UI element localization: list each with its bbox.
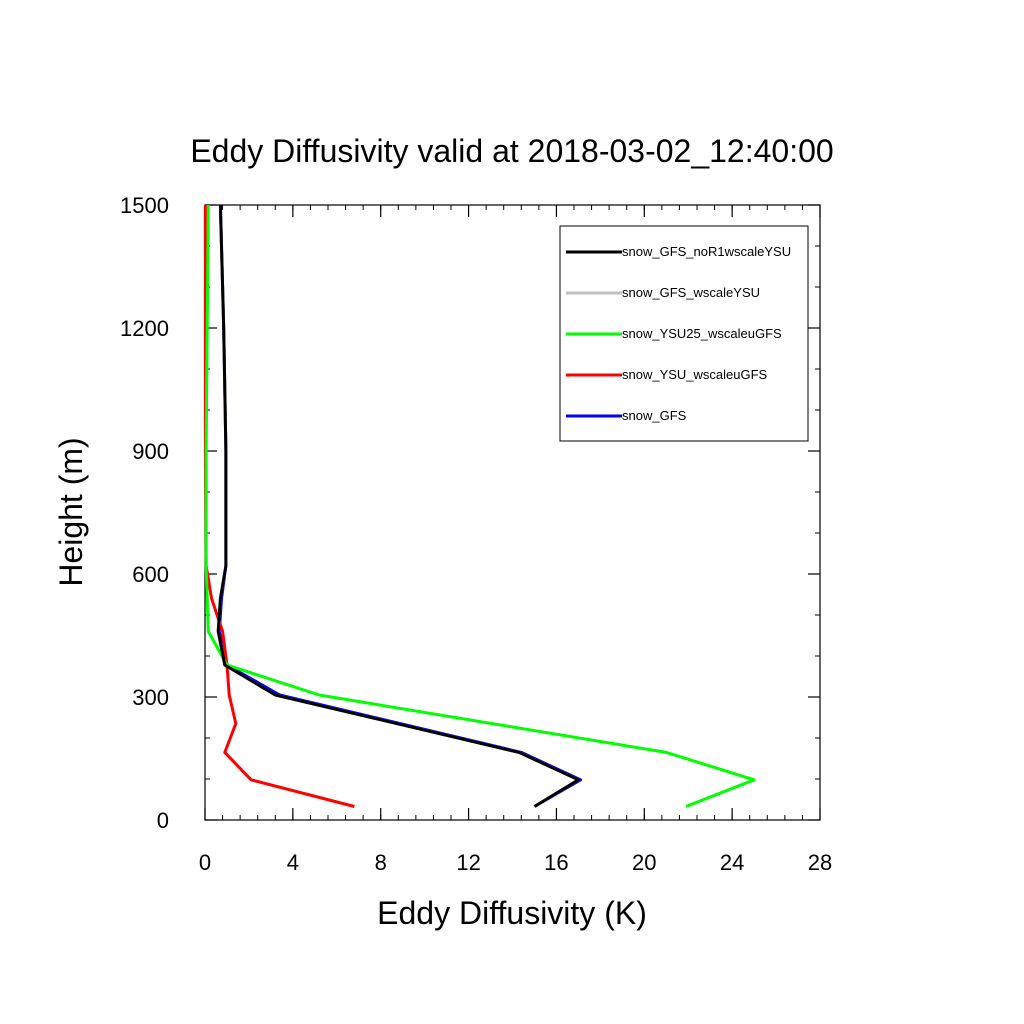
series-line-snow-gfs-nor1wscaleysu xyxy=(216,204,580,808)
series-line-snow-gfs xyxy=(217,204,583,808)
series-line-snow-ysu25-wscaleugfs xyxy=(204,204,756,808)
legend-label-snow-ysu25-wscaleugfs: snow_YSU25_wscaleuGFS xyxy=(622,326,782,341)
y-tick-label: 300 xyxy=(132,685,169,710)
legend-label-snow-gfs-wscaleysu: snow_GFS_wscaleYSU xyxy=(622,285,760,300)
y-tick-label: 900 xyxy=(132,439,169,464)
x-tick-label: 20 xyxy=(632,850,656,875)
y-tick-label: 1200 xyxy=(120,316,169,341)
series-line-snow-gfs-wscaleysu xyxy=(216,204,580,808)
plot-area: 0 4 8 12 16 20 24 28 0 300 600 900 1200 1500 xyxy=(120,193,832,875)
y-tick-label: 600 xyxy=(132,562,169,587)
y-tick-label: 0 xyxy=(157,808,169,833)
x-tick-label: 4 xyxy=(287,850,299,875)
chart-title: Eddy Diffusivity valid at 2018-03-02_12:… xyxy=(190,133,833,169)
x-tick-label: 8 xyxy=(375,850,387,875)
x-tick-label: 0 xyxy=(199,850,211,875)
legend-label-snow-gfs-nor1wscaleysu: snow_GFS_noR1wscaleYSU xyxy=(622,244,791,259)
y-tick-label: 1500 xyxy=(120,193,169,218)
x-tick-label: 12 xyxy=(456,850,480,875)
y-axis-label: Height (m) xyxy=(53,437,89,586)
legend: snow_GFS_noR1wscaleYSU snow_GFS_wscaleYSU… xyxy=(559,225,809,442)
x-axis-label: Eddy Diffusivity (K) xyxy=(377,895,647,931)
x-tick-label: 28 xyxy=(808,850,832,875)
legend-label-snow-ysu-wscaleugfs: snow_YSU_wscaleuGFS xyxy=(622,367,768,382)
legend-label-snow-gfs: snow_GFS xyxy=(622,408,687,423)
x-tick-label: 24 xyxy=(720,850,744,875)
series-line-snow-ysu-wscaleugfs xyxy=(203,205,355,808)
x-tick-label: 16 xyxy=(544,850,568,875)
